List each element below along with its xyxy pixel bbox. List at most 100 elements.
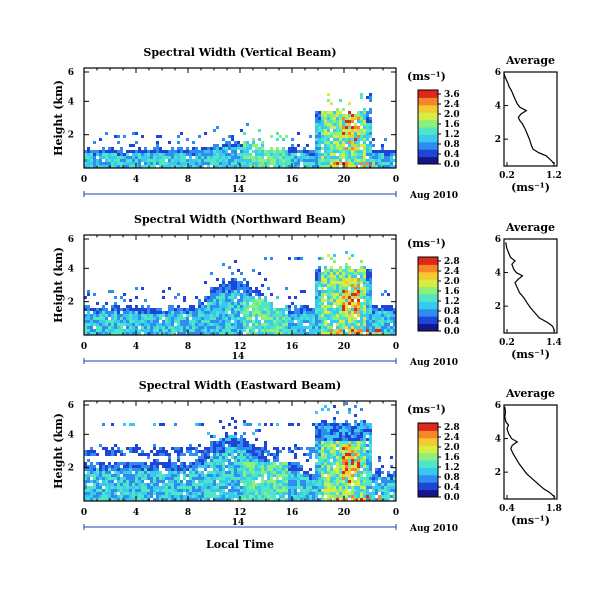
heatmap-cell: [369, 269, 372, 272]
heatmap-cell: [168, 462, 171, 465]
colorbar-swatch: [418, 134, 438, 143]
heatmap-cell: [195, 465, 198, 468]
heatmap-cell: [189, 480, 192, 483]
heatmap-cell: [381, 489, 384, 492]
heatmap-cell: [297, 492, 300, 495]
heatmap-cell: [162, 489, 165, 492]
heatmap-cell: [339, 423, 342, 426]
heatmap-cell: [333, 468, 336, 471]
heatmap-cell: [324, 480, 327, 483]
colorbar: 2.82.42.01.61.20.80.40.0: [417, 256, 460, 337]
heatmap-cell: [306, 159, 309, 162]
heatmap-cell: [345, 459, 348, 462]
heatmap-cell: [108, 462, 111, 465]
heatmap-cell: [141, 453, 144, 456]
heatmap-cell: [276, 459, 279, 462]
heatmap-cell: [333, 159, 336, 162]
heatmap-cell: [102, 162, 105, 165]
heatmap-cell: [222, 468, 225, 471]
heatmap-cell: [327, 159, 330, 162]
heatmap-cell: [366, 305, 369, 308]
heatmap-cell: [336, 498, 339, 501]
heatmap-cell: [339, 272, 342, 275]
heatmap-cell: [288, 320, 291, 323]
heatmap-cell: [195, 165, 198, 168]
heatmap-cell: [318, 450, 321, 453]
heatmap-cell: [297, 480, 300, 483]
heatmap-cell: [357, 117, 360, 120]
heatmap-cell: [120, 495, 123, 498]
heatmap-cell: [138, 147, 141, 150]
heatmap-cell: [294, 165, 297, 168]
heatmap-cell: [216, 278, 219, 281]
heatmap-cell: [276, 320, 279, 323]
heatmap-cell: [318, 126, 321, 129]
heatmap-cell: [192, 326, 195, 329]
heatmap-cell: [210, 320, 213, 323]
heatmap-cell: [354, 138, 357, 141]
heatmap-cell: [333, 269, 336, 272]
heatmap-cell: [309, 492, 312, 495]
heatmap-cell: [228, 459, 231, 462]
heatmap-cell: [348, 314, 351, 317]
heatmap-cell: [84, 450, 87, 453]
heatmap-cell: [207, 165, 210, 168]
heatmap-cell: [267, 287, 270, 290]
heatmap-cell: [267, 314, 270, 317]
heatmap-cell: [222, 486, 225, 489]
heatmap-cell: [108, 477, 111, 480]
heatmap-cell: [237, 453, 240, 456]
heatmap-cell: [159, 314, 162, 317]
heatmap-cell: [324, 159, 327, 162]
heatmap-cell: [321, 129, 324, 132]
heatmap-cell: [360, 489, 363, 492]
heatmap-cell: [108, 480, 111, 483]
heatmap-cell: [372, 153, 375, 156]
heatmap-cell: [279, 311, 282, 314]
heatmap-cell: [306, 498, 309, 501]
colorbar-swatch: [418, 423, 438, 431]
heatmap-cell: [126, 462, 129, 465]
heatmap-cell: [135, 132, 138, 135]
heatmap-cell: [177, 474, 180, 477]
heatmap-cell: [174, 317, 177, 320]
heatmap-cell: [369, 132, 372, 135]
heatmap-cell: [249, 317, 252, 320]
heatmap-cell: [327, 441, 330, 444]
heatmap-cell: [366, 329, 369, 332]
heatmap-cell: [276, 453, 279, 456]
heatmap-cell: [363, 495, 366, 498]
heatmap-cell: [348, 329, 351, 332]
heatmap-cell: [330, 438, 333, 441]
heatmap-cell: [318, 305, 321, 308]
heatmap-cell: [369, 287, 372, 290]
heatmap-cell: [255, 459, 258, 462]
heatmap-cell: [117, 462, 120, 465]
heatmap-cell: [201, 498, 204, 501]
heatmap-cell: [354, 435, 357, 438]
heatmap-cell: [291, 150, 294, 153]
heatmap-cell: [339, 326, 342, 329]
heatmap-cell: [174, 495, 177, 498]
heatmap-cell: [378, 477, 381, 480]
heatmap-cell: [93, 320, 96, 323]
heatmap-cell: [303, 492, 306, 495]
heatmap-cell: [336, 426, 339, 429]
heatmap-cell: [264, 492, 267, 495]
heatmap-cell: [213, 320, 216, 323]
heatmap-cell: [141, 305, 144, 308]
heatmap-cell: [147, 474, 150, 477]
heatmap-cell: [147, 486, 150, 489]
heatmap-cell: [342, 474, 345, 477]
heatmap-cell: [321, 459, 324, 462]
heatmap-cell: [258, 311, 261, 314]
heatmap-cell: [192, 308, 195, 311]
heatmap-cell: [375, 153, 378, 156]
heatmap-cell: [237, 147, 240, 150]
y-tick-label: 4: [68, 97, 74, 107]
heatmap-cell: [177, 477, 180, 480]
heatmap-cell: [300, 329, 303, 332]
heatmap-cell: [132, 498, 135, 501]
heatmap-cell: [243, 480, 246, 483]
heatmap-cell: [321, 138, 324, 141]
